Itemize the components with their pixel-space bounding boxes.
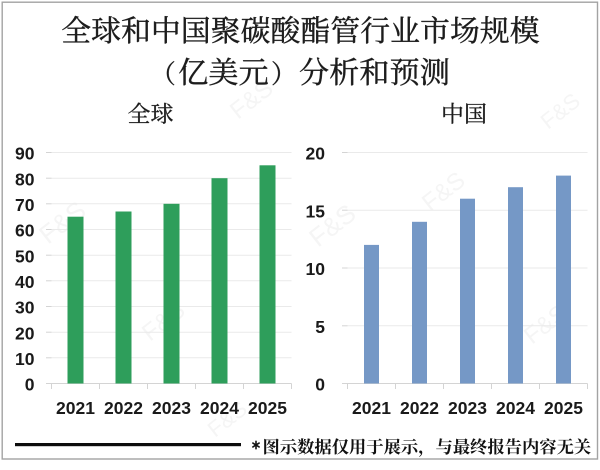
- svg-text:90: 90: [15, 144, 35, 164]
- svg-text:2021: 2021: [352, 398, 391, 418]
- svg-text:2022: 2022: [400, 398, 439, 418]
- svg-text:2023: 2023: [448, 398, 487, 418]
- svg-text:2021: 2021: [56, 398, 95, 418]
- svg-text:2022: 2022: [104, 398, 143, 418]
- svg-text:60: 60: [15, 221, 35, 241]
- svg-text:15: 15: [306, 201, 326, 221]
- svg-text:2025: 2025: [544, 398, 583, 418]
- svg-text:2024: 2024: [496, 398, 535, 418]
- svg-text:2024: 2024: [200, 398, 239, 418]
- svg-text:2023: 2023: [152, 398, 191, 418]
- svg-text:80: 80: [15, 169, 35, 189]
- svg-text:0: 0: [315, 375, 325, 395]
- svg-text:2025: 2025: [248, 398, 287, 418]
- svg-text:10: 10: [15, 349, 35, 369]
- svg-text:0: 0: [25, 375, 35, 395]
- svg-text:50: 50: [15, 246, 35, 266]
- svg-text:70: 70: [15, 195, 35, 215]
- svg-text:30: 30: [15, 298, 35, 318]
- svg-text:20: 20: [15, 323, 35, 343]
- svg-text:10: 10: [306, 259, 326, 279]
- svg-text:40: 40: [15, 272, 35, 292]
- svg-text:20: 20: [306, 144, 326, 164]
- svg-text:5: 5: [315, 317, 325, 337]
